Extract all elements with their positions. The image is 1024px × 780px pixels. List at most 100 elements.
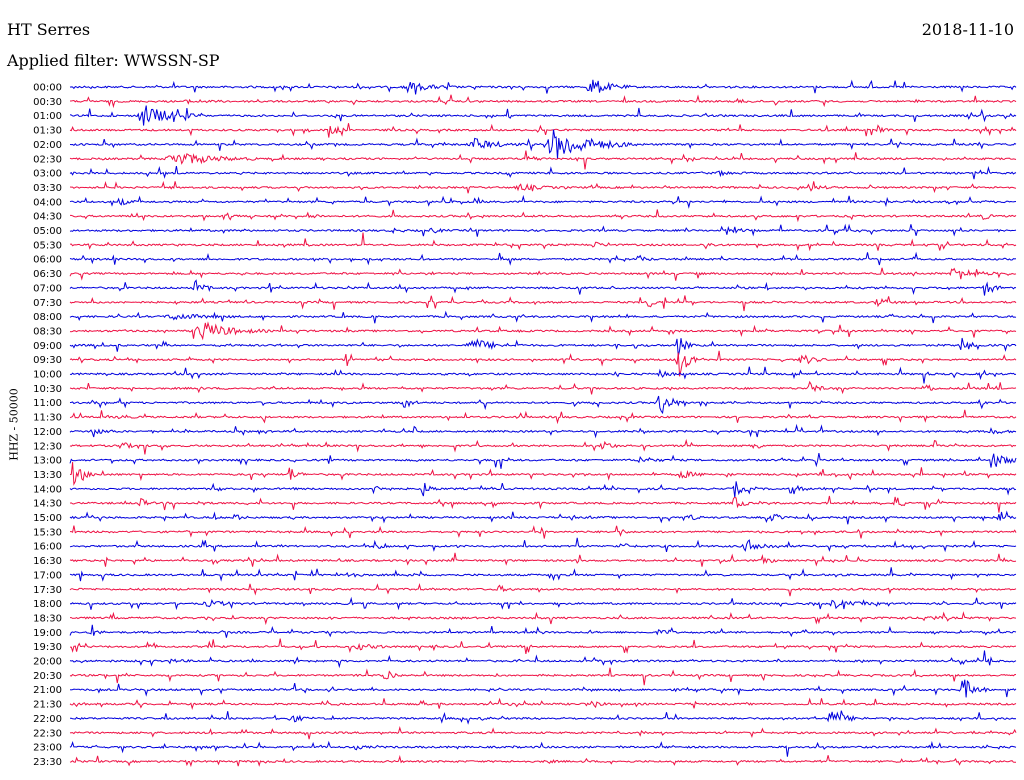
trace-0430	[70, 209, 1017, 223]
row-label-1430: 14:30	[33, 499, 62, 510]
trace-1900	[69, 624, 1017, 638]
row-label-1500: 15:00	[33, 513, 62, 524]
trace-0100	[69, 105, 1017, 126]
trace-0000	[69, 79, 1017, 95]
trace-2300	[69, 740, 1017, 757]
row-label-1830: 18:30	[33, 613, 62, 624]
trace-0200	[69, 129, 1017, 159]
row-label-1530: 15:30	[33, 527, 62, 538]
row-label-2230: 22:30	[33, 728, 62, 739]
station-name: HT Serres	[7, 20, 91, 39]
trace-1130	[69, 409, 1017, 425]
row-label-0230: 02:30	[33, 154, 62, 165]
row-label-0530: 05:30	[33, 240, 62, 251]
row-label-0300: 03:00	[33, 169, 62, 180]
trace-1530	[70, 525, 1017, 539]
trace-2330	[69, 754, 1016, 768]
row-label-0200: 02:00	[33, 140, 62, 151]
row-label-0800: 08:00	[33, 312, 62, 323]
row-label-1630: 16:30	[33, 556, 62, 567]
row-label-0330: 03:30	[33, 183, 62, 194]
row-label-1930: 19:30	[33, 642, 62, 653]
trace-1100	[69, 395, 1017, 415]
row-label-1230: 12:30	[33, 441, 62, 452]
row-label-0830: 08:30	[33, 326, 62, 337]
trace-1300	[69, 453, 1017, 469]
trace-1930	[70, 638, 1017, 654]
row-label-2000: 20:00	[33, 657, 62, 668]
row-label-1900: 19:00	[33, 628, 62, 639]
trace-2230	[69, 726, 1017, 740]
row-label-0930: 09:30	[33, 355, 62, 366]
trace-1630	[69, 552, 1017, 567]
trace-1200	[69, 423, 1017, 439]
row-label-0900: 09:00	[33, 341, 62, 352]
trace-2130	[69, 697, 1017, 711]
row-label-0000: 00:00	[33, 83, 62, 94]
trace-1230	[69, 438, 1017, 455]
row-label-1300: 13:00	[33, 456, 62, 467]
row-label-2300: 23:00	[33, 743, 62, 754]
trace-0230	[69, 150, 1017, 170]
row-label-0700: 07:00	[33, 283, 62, 294]
trace-1730	[69, 582, 1017, 597]
row-label-1000: 10:00	[33, 370, 62, 381]
row-label-0130: 01:30	[33, 126, 62, 137]
trace-1600	[69, 537, 1017, 553]
trace-2000	[69, 650, 1017, 669]
trace-0500	[69, 223, 1017, 237]
row-label-0030: 00:30	[33, 97, 62, 108]
trace-1700	[69, 567, 1017, 582]
row-label-0500: 05:00	[33, 226, 62, 237]
row-label-2030: 20:30	[33, 671, 62, 682]
trace-0330	[69, 180, 1017, 194]
row-label-1800: 18:00	[33, 599, 62, 610]
row-label-0400: 04:00	[33, 197, 62, 208]
trace-1330	[69, 462, 1017, 486]
trace-1800	[69, 596, 1017, 611]
row-label-1030: 10:30	[33, 384, 62, 395]
row-label-1400: 14:00	[33, 484, 62, 495]
trace-1000	[69, 366, 1017, 384]
filter-label: Applied filter: WWSSN-SP	[7, 51, 220, 70]
row-label-2200: 22:00	[33, 714, 62, 725]
trace-2030	[69, 667, 1017, 686]
row-label-0430: 04:30	[33, 212, 62, 223]
record-date: 2018-11-10	[921, 20, 1014, 39]
trace-1430	[69, 495, 1017, 513]
trace-0900	[69, 337, 1017, 357]
trace-1030	[69, 380, 1017, 395]
trace-0800	[69, 310, 1017, 324]
row-label-0100: 01:00	[33, 111, 62, 122]
row-label-2100: 21:00	[33, 685, 62, 696]
row-label-1200: 12:00	[33, 427, 62, 438]
row-label-0730: 07:30	[33, 298, 62, 309]
trace-0730	[69, 295, 1017, 312]
row-label-2130: 21:30	[33, 700, 62, 711]
row-label-0630: 06:30	[33, 269, 62, 280]
trace-0400	[69, 194, 1017, 209]
trace-2200	[70, 710, 1017, 725]
trace-0300	[69, 165, 1017, 180]
trace-0930	[69, 350, 1017, 377]
row-label-1730: 17:30	[33, 585, 62, 596]
row-label-1600: 16:00	[33, 542, 62, 553]
row-label-0600: 06:00	[33, 255, 62, 266]
trace-0830	[69, 321, 1017, 341]
trace-1500	[69, 510, 1017, 525]
row-label-2330: 23:30	[33, 757, 62, 768]
trace-0700	[69, 279, 1017, 296]
row-label-1100: 11:00	[33, 398, 62, 409]
row-label-1330: 13:30	[33, 470, 62, 481]
row-label-1700: 17:00	[33, 570, 62, 581]
trace-0600	[69, 251, 1017, 266]
trace-1400	[69, 481, 1017, 498]
trace-1830	[70, 611, 1017, 626]
trace-0030	[70, 94, 1017, 109]
trace-0630	[69, 267, 1017, 281]
row-label-1130: 11:30	[33, 413, 62, 424]
trace-0130	[69, 123, 1017, 138]
trace-2100	[69, 679, 1017, 698]
trace-0530	[69, 232, 1017, 252]
